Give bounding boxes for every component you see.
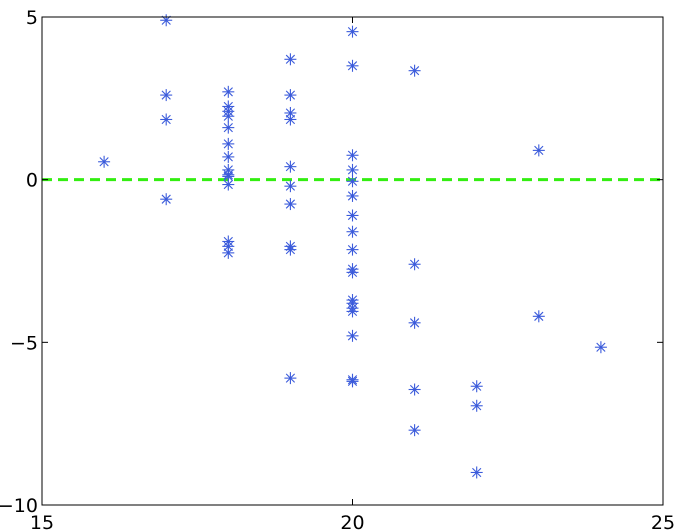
data-point [408, 424, 421, 437]
tick-labels-layer: 15 20 25 −10 −5 0 5 [0, 7, 675, 532]
data-point [284, 372, 297, 385]
data-point [346, 243, 359, 256]
y-tick-label: −5 [10, 332, 38, 354]
x-tick-label: 15 [30, 512, 54, 532]
data-point [284, 243, 297, 256]
data-point [470, 380, 483, 393]
data-point [408, 316, 421, 329]
data-point [408, 383, 421, 396]
data-point [346, 305, 359, 318]
data-point [284, 53, 297, 66]
data-points-layer [98, 14, 607, 479]
data-point [408, 64, 421, 77]
data-point [284, 113, 297, 126]
data-point [346, 25, 359, 38]
data-point [532, 144, 545, 157]
data-point [346, 163, 359, 176]
data-point [160, 14, 173, 27]
data-point [160, 113, 173, 126]
data-point [222, 137, 235, 150]
y-tick-label: 0 [26, 170, 38, 192]
data-point [222, 121, 235, 134]
data-point [284, 198, 297, 211]
data-point [346, 209, 359, 222]
data-point [160, 193, 173, 206]
data-point [284, 89, 297, 102]
data-point [346, 266, 359, 279]
data-point [346, 375, 359, 388]
y-tick-label: 5 [26, 7, 38, 29]
x-tick-label: 25 [651, 512, 675, 532]
data-point [346, 59, 359, 72]
data-point [346, 329, 359, 342]
data-point [222, 85, 235, 98]
data-point [408, 258, 421, 271]
x-tick-label: 20 [340, 512, 364, 532]
y-tick-label: −10 [0, 495, 38, 517]
data-point [532, 310, 545, 323]
data-point [346, 189, 359, 202]
data-point [160, 89, 173, 102]
data-point [470, 399, 483, 412]
data-point [346, 149, 359, 162]
data-point [346, 225, 359, 238]
data-point [222, 170, 235, 183]
data-point [222, 240, 235, 253]
data-point [222, 150, 235, 163]
data-point [346, 175, 359, 188]
data-point [284, 160, 297, 173]
axis-ticks-layer [41, 16, 664, 506]
data-point [98, 155, 111, 168]
data-point [222, 178, 235, 191]
data-point [222, 246, 235, 259]
data-point [594, 341, 607, 354]
data-point [470, 466, 483, 479]
data-point [284, 180, 297, 193]
data-point [222, 110, 235, 123]
